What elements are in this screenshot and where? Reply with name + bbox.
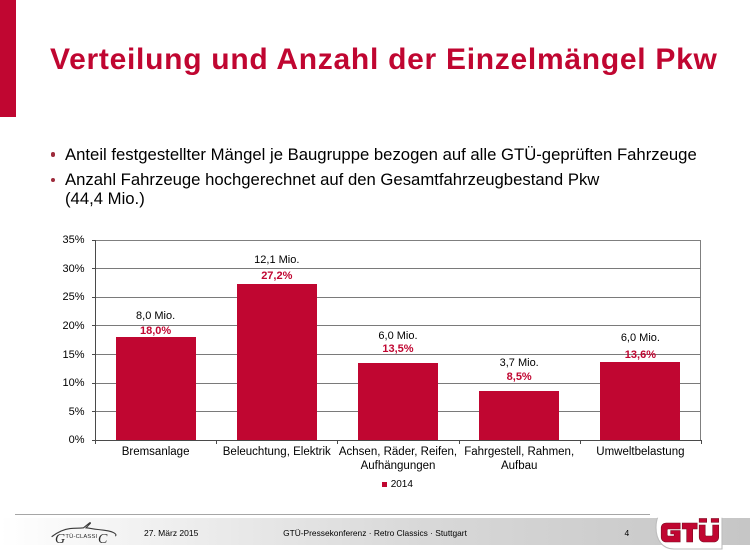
svg-text:C: C bbox=[98, 532, 108, 547]
svg-text:TÜ-CLASSI: TÜ-CLASSI bbox=[65, 533, 97, 540]
svg-text:G: G bbox=[55, 532, 65, 547]
